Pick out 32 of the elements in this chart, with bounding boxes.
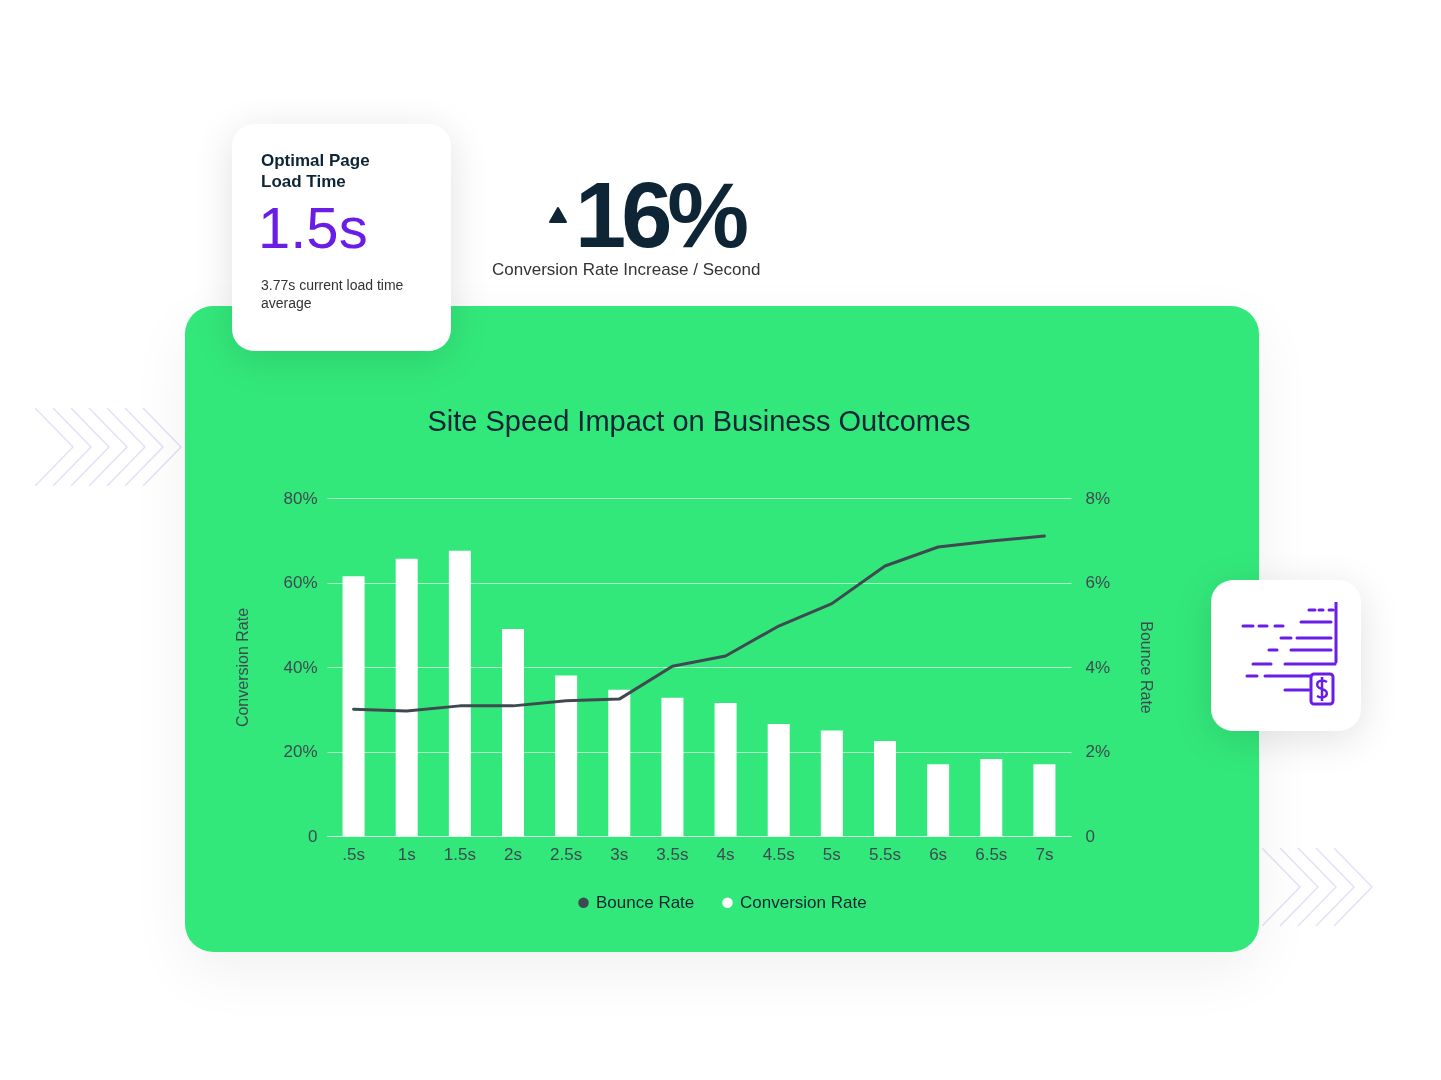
legend-label: Bounce Rate [596, 892, 695, 912]
y-tick-label: 40% [283, 657, 318, 677]
y-tick-label: 0 [308, 826, 318, 846]
x-tick-label: .5s [342, 844, 365, 864]
y2-tick-label: 0 [1085, 826, 1095, 846]
text: Optimal Page Load Time [261, 150, 371, 192]
legend-label: Conversion Rate [740, 892, 867, 912]
x-tick-label: 3s [610, 844, 629, 864]
y2-axis-title: Bounce Rate [1138, 621, 1156, 714]
text: 1.5s [258, 194, 368, 261]
x-tick-label: 4s [716, 844, 735, 864]
text: 3.77s current load time average [261, 276, 405, 312]
y2-tick-label: 8% [1085, 488, 1111, 508]
y-axis-title: Conversion Rate [234, 607, 252, 728]
x-tick-label: 1.5s [443, 844, 476, 864]
y-tick-label: 80% [283, 488, 318, 508]
y2-tick-label: 2% [1085, 742, 1111, 761]
x-tick-label: 6.5s [975, 844, 1008, 864]
x-tick-label: 2.5s [550, 844, 583, 864]
x-tick-label: 6s [929, 844, 948, 864]
x-tick-label: 5.5s [868, 844, 902, 864]
x-tick-label: 2s [504, 844, 522, 864]
x-tick-label: 5s [822, 844, 841, 864]
x-tick-label: 4.5s [762, 844, 795, 864]
chart-title: Site Speed Impact on Business Outcomes [427, 405, 971, 437]
x-tick-label: 3.5s [656, 844, 689, 864]
y2-tick-label: 4% [1085, 657, 1111, 677]
y-tick-label: 60% [283, 573, 318, 592]
x-tick-label: 7s [1035, 844, 1054, 864]
y2-tick-label: 6% [1085, 573, 1111, 592]
x-tick-label: 1s [397, 844, 416, 864]
y-tick-label: 20% [283, 742, 318, 761]
